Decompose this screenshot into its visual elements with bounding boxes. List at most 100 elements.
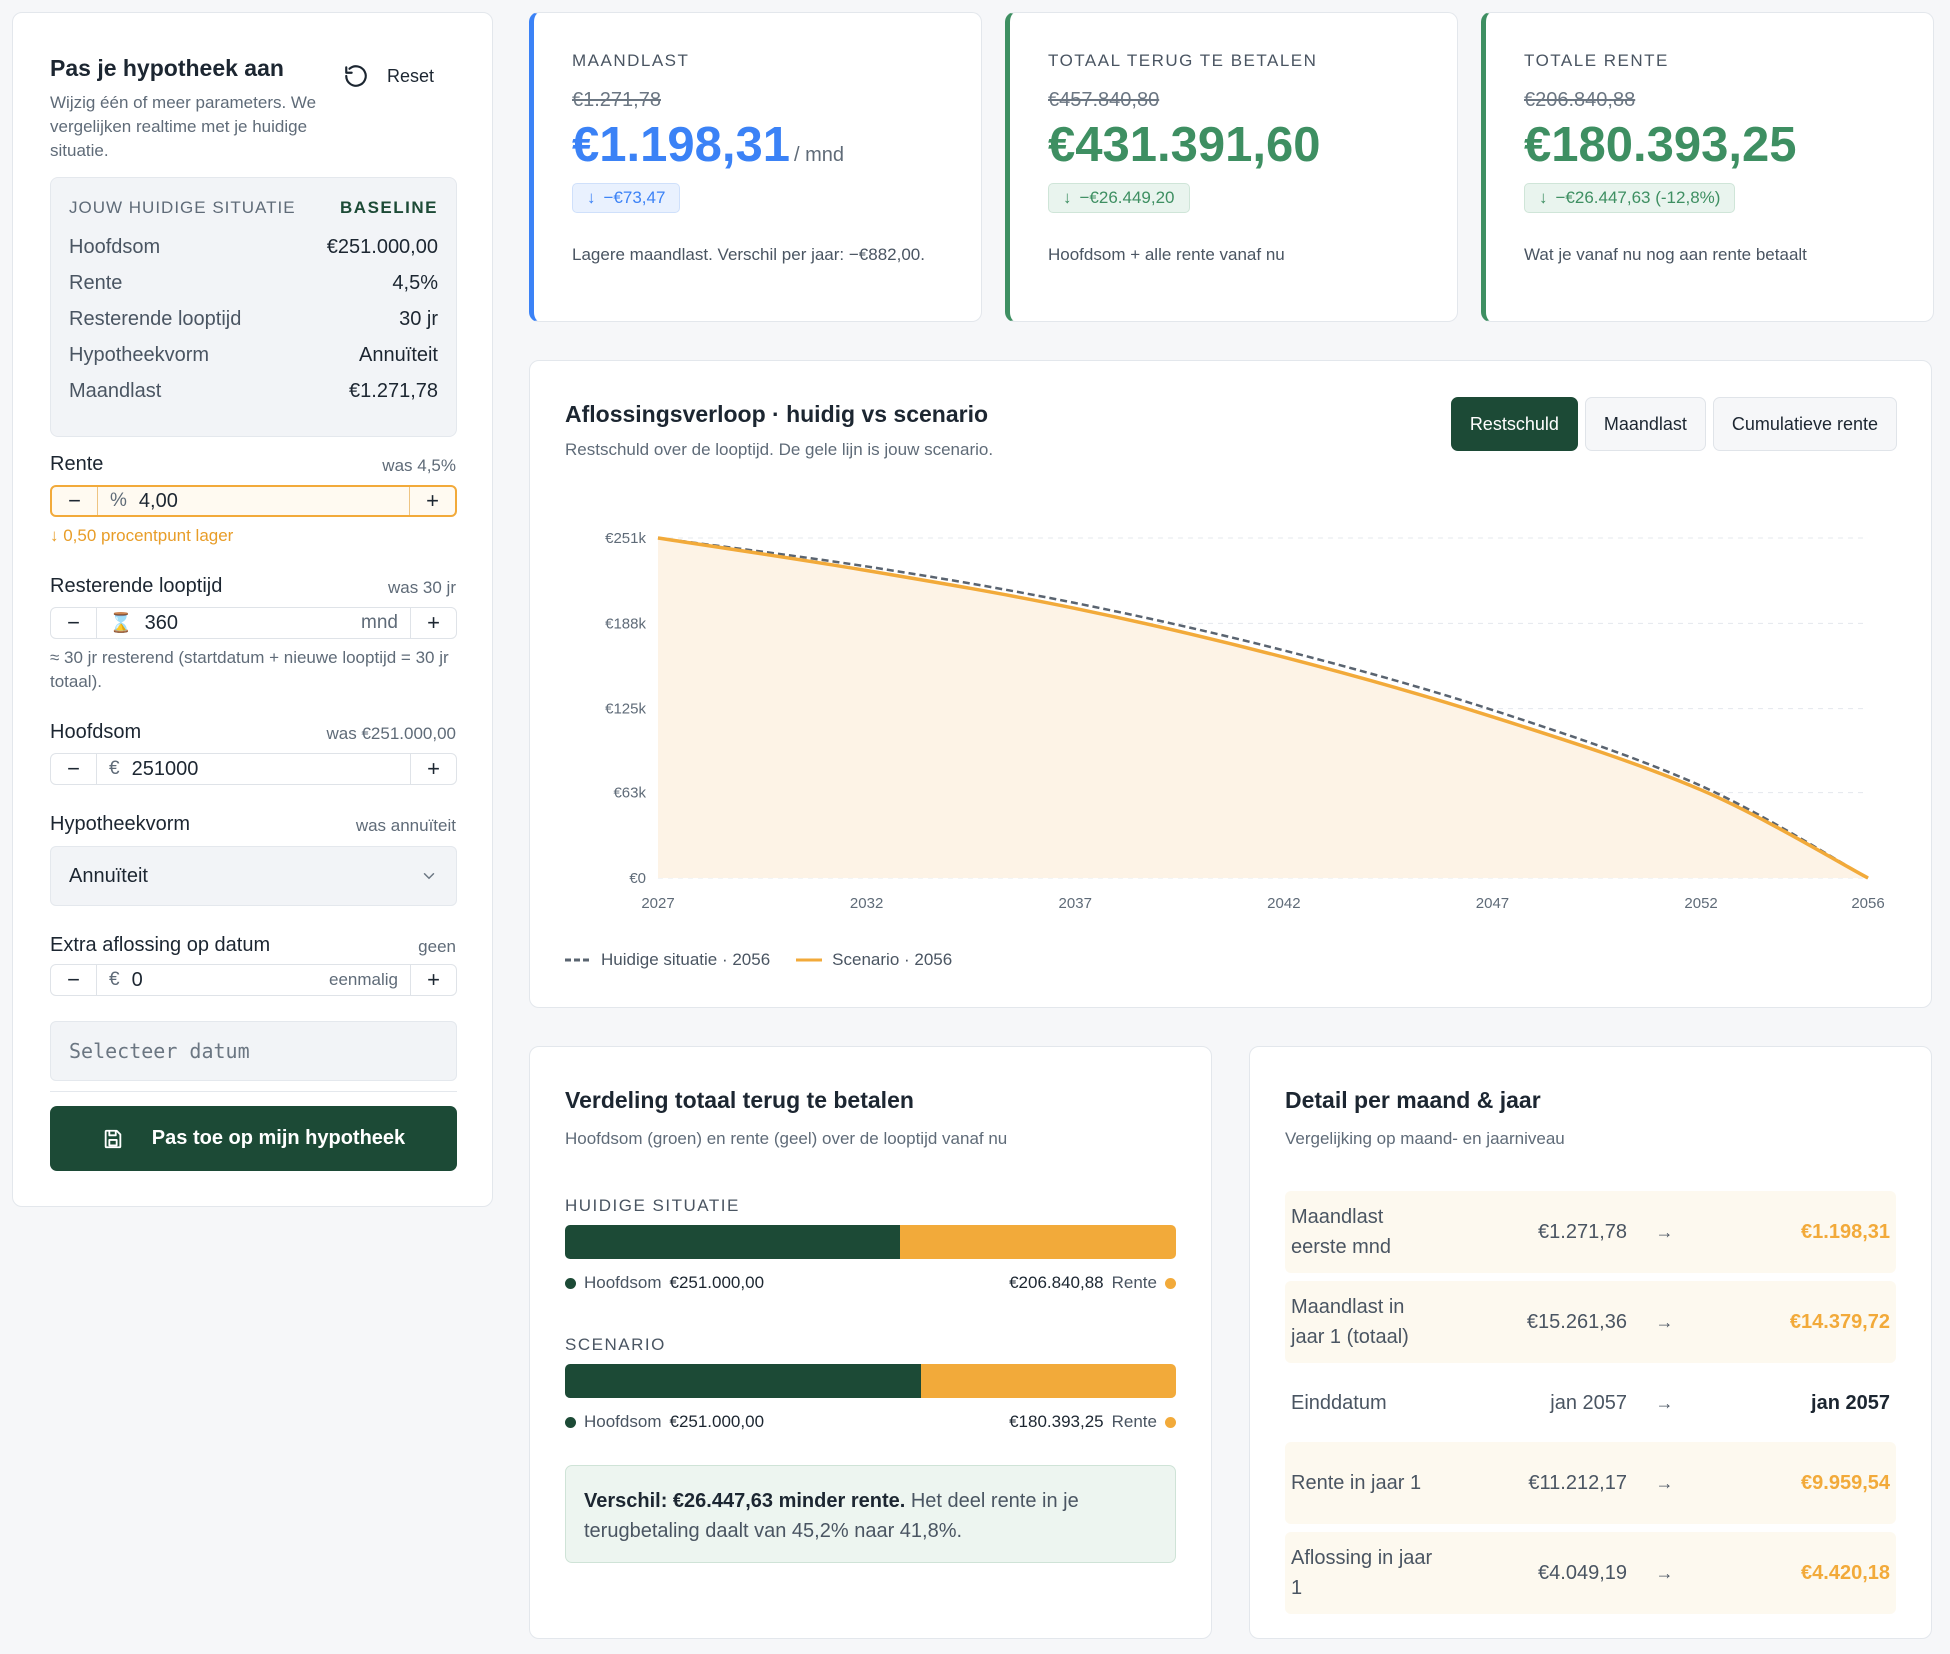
- detail-row-old: €11.212,17: [1528, 1471, 1627, 1494]
- x-tick-label: 2037: [1059, 895, 1092, 912]
- kpi-maandlast: MAANDLAST €1.271,78 €1.198,31/ mnd ↓ −€73…: [529, 12, 982, 322]
- kpi-delta-badge: ↓ −€26.449,20: [1048, 183, 1190, 213]
- detail-title: Detail per maand & jaar: [1285, 1087, 1541, 1113]
- detail-row-new: €1.198,31: [1801, 1220, 1890, 1243]
- kpi-label: TOTAAL TERUG TE BETALEN: [1048, 51, 1318, 70]
- kpi-description: Hoofdsom + alle rente vanaf nu: [1048, 245, 1285, 264]
- detail-row-label: Maandlast eerste mnd: [1291, 1206, 1392, 1258]
- baseline-row-value: €251.000,00: [326, 236, 438, 258]
- amortization-chart-card: €0 €63k €125k €188k €251k 2027 2032 2037 2042 204…: [529, 360, 1932, 1008]
- looptijd-stepper: − ⌛ 360 mnd +: [50, 607, 457, 639]
- looptijd-input[interactable]: ⌛ 360 mnd: [97, 608, 410, 638]
- kpi-new-value-wrap: €1.198,31/ mnd: [572, 117, 844, 173]
- detail-row: Maandlast eerste mnd €1.271,78 → €1.198,…: [1285, 1191, 1896, 1273]
- principal-label: Hoofdsom: [584, 1412, 662, 1431]
- baseline-row-label: Maandlast: [69, 380, 162, 402]
- detail-subtitle: Vergelijking op maand- en jaarniveau: [1285, 1129, 1565, 1148]
- x-tick-label: 2056: [1851, 895, 1884, 912]
- baseline-row-value: Annuïteit: [359, 344, 438, 366]
- rente-stepper: − % 4,00 +: [50, 485, 457, 517]
- tab-maandlast[interactable]: Maandlast: [1584, 397, 1706, 451]
- interest-segment: [899, 1225, 1176, 1259]
- tab-cumulatieve-rente[interactable]: Cumulatieve rente: [1712, 397, 1897, 451]
- dashed-line-swatch: [565, 958, 591, 962]
- y-tick-label: €63k: [613, 785, 646, 802]
- baseline-row: Hoofdsom €251.000,00: [69, 236, 438, 259]
- baseline-summary: JOUW HUIDIGE SITUATIE BASELINE Hoofdsom €…: [50, 177, 457, 437]
- reset-icon: [345, 65, 367, 87]
- tab-restschuld[interactable]: Restschuld: [1450, 397, 1578, 451]
- distribution-card: Verdeling totaal terug te betalen Hoofds…: [529, 1046, 1212, 1639]
- kpi-unit: / mnd: [794, 144, 845, 166]
- current-situation-line: [657, 536, 1869, 880]
- extra-label: Extra aflossing op datum: [50, 934, 271, 956]
- baseline-row-label: Hoofdsom: [69, 236, 161, 258]
- baseline-tag: BASELINE: [340, 198, 438, 217]
- yellow-dot-icon: [1165, 1277, 1176, 1289]
- difference-bold: Verschil: €26.447,63 minder rente.: [584, 1490, 906, 1512]
- rente-decrement-button[interactable]: −: [52, 487, 98, 515]
- baseline-row-label: Resterende looptijd: [69, 308, 242, 330]
- principal-label: Hoofdsom: [584, 1273, 662, 1292]
- detail-row: Aflossing in jaar 1 €4.049,19 → €4.420,1…: [1285, 1532, 1896, 1614]
- x-tick-label: 2052: [1684, 895, 1717, 912]
- amortization-chart: €0 €63k €125k €188k €251k 2027 2032 2037 2042 204…: [605, 530, 1885, 912]
- looptijd-value: 360: [144, 611, 179, 634]
- baseline-row-label: Rente: [69, 272, 123, 294]
- kpi-delta: −€26.449,20: [1079, 188, 1175, 207]
- extra-decrement-button[interactable]: −: [51, 965, 97, 995]
- scenario-heading: SCENARIO: [565, 1335, 666, 1354]
- baseline-row-label: Hypotheekvorm: [69, 344, 210, 366]
- looptijd-decrement-button[interactable]: −: [51, 608, 97, 638]
- detail-row-new: €4.420,18: [1801, 1561, 1890, 1584]
- current-heading: HUIDIGE SITUATIE: [565, 1196, 740, 1215]
- kpi-old-value: €206.840,88: [1524, 89, 1636, 111]
- kpi-old-value: €1.271,78: [572, 89, 661, 111]
- detail-row-label: Aflossing in jaar 1: [1291, 1547, 1433, 1599]
- distribution-subtitle: Hoofdsom (groen) en rente (geel) over de…: [565, 1129, 1008, 1148]
- legend-label: Scenario · 2056: [832, 950, 953, 969]
- extra-increment-button[interactable]: +: [410, 965, 456, 995]
- x-tick-label: 2042: [1267, 895, 1300, 912]
- looptijd-hint: ≈ 30 jr resterend (startdatum + nieuwe l…: [50, 648, 449, 691]
- current-bar-legend: Hoofdsom €251.000,00 €206.840,88 Rente: [565, 1273, 1176, 1293]
- difference-callout: Verschil: €26.447,63 minder rente. Het d…: [565, 1465, 1176, 1563]
- baseline-row: Resterende looptijd 30 jr: [69, 308, 438, 331]
- extra-input[interactable]: € 0 eenmalig: [97, 965, 410, 995]
- yellow-dot-icon: [1165, 1416, 1176, 1428]
- apply-button[interactable]: Pas toe op mijn hypotheek: [50, 1106, 457, 1171]
- detail-row-old: €15.261,36: [1526, 1310, 1627, 1333]
- hypotheekvorm-select[interactable]: Annuïteit: [50, 846, 457, 906]
- hypotheekvorm-selected: Annuïteit: [69, 864, 148, 887]
- apply-label: Pas toe op mijn hypotheek: [151, 1127, 406, 1149]
- rente-input[interactable]: % 4,00: [98, 487, 409, 515]
- kpi-label: MAANDLAST: [572, 51, 690, 70]
- kpi-delta: −€26.447,63 (-12,8%): [1555, 188, 1721, 207]
- legend-item-scenario: Scenario · 2056: [796, 950, 952, 970]
- hoofdsom-decrement-button[interactable]: −: [51, 754, 97, 784]
- detail-row-label: Maandlast in jaar 1 (totaal): [1291, 1296, 1409, 1348]
- rente-increment-button[interactable]: +: [409, 487, 455, 515]
- reset-button[interactable]: Reset: [343, 63, 434, 89]
- principal-segment: [565, 1364, 921, 1398]
- y-tick-label: €0: [629, 870, 646, 887]
- hoofdsom-stepper: − € 251000 +: [50, 753, 457, 785]
- hoofdsom-increment-button[interactable]: +: [410, 754, 456, 784]
- interest-label: Rente: [1111, 1273, 1157, 1292]
- hoofdsom-input[interactable]: € 251000: [97, 754, 410, 784]
- looptijd-increment-button[interactable]: +: [410, 608, 456, 638]
- arrow-right-icon: →: [1655, 1562, 1674, 1583]
- detail-row-old: €1.271,78: [1538, 1220, 1627, 1243]
- baseline-row-value: €1.271,78: [349, 380, 438, 402]
- interest-amount: €206.840,88: [1009, 1273, 1104, 1292]
- hoofdsom-label: Hoofdsom: [50, 721, 142, 743]
- principal-amount: €251.000,00: [669, 1412, 765, 1431]
- extra-was: geen: [418, 937, 456, 956]
- baseline-row: Rente 4,5%: [69, 272, 438, 295]
- current-bar: [565, 1225, 1176, 1259]
- solid-line-swatch: [796, 958, 823, 962]
- kpi-description: Wat je vanaf nu nog aan rente betaalt: [1524, 245, 1807, 264]
- date-input[interactable]: Selecteer datum: [50, 1021, 457, 1081]
- kpi-rente: TOTALE RENTE €206.840,88 €180.393,25 ↓ −€…: [1481, 12, 1934, 322]
- arrow-down-icon: ↓: [1539, 188, 1548, 207]
